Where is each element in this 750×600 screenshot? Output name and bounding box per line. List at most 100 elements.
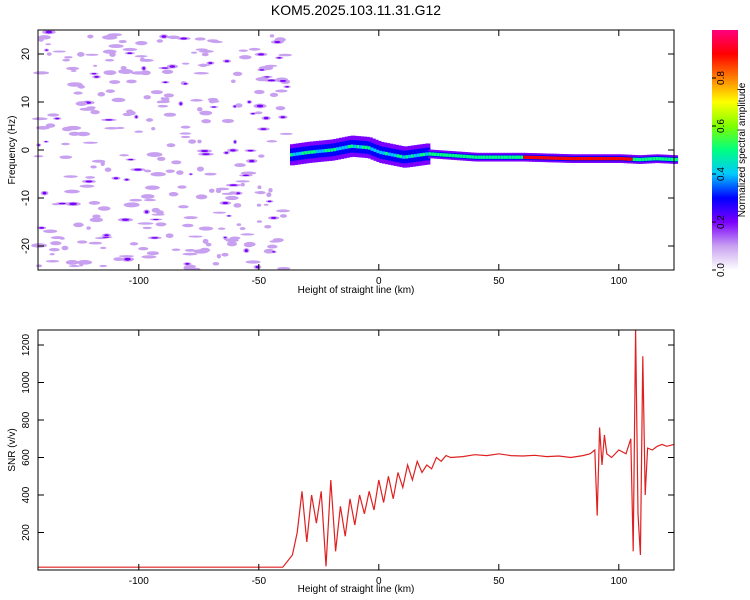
heatmap-cell <box>193 249 209 254</box>
ridge-core <box>416 153 422 157</box>
ridge-core <box>347 144 353 149</box>
heatmap-cell <box>217 227 226 230</box>
ridge-core <box>402 155 408 159</box>
heatmap-cell <box>43 229 58 234</box>
ridge-core <box>650 157 655 161</box>
heatmap-cell <box>60 156 72 159</box>
heatmap-cell <box>82 141 98 144</box>
x-tick-label: 0 <box>376 576 382 587</box>
y-tick-label: 600 <box>21 449 32 466</box>
heatmap-cell-core <box>39 226 45 229</box>
heatmap-cell-core <box>161 67 168 69</box>
ridge-band <box>290 135 679 168</box>
ridge-core <box>364 145 370 150</box>
ridge-core <box>664 157 670 161</box>
heatmap-cell <box>258 154 265 158</box>
heatmap-cell <box>181 62 190 65</box>
heatmap-cell-core <box>272 251 276 253</box>
spectrogram-ylabel: Frequency (Hz) <box>7 116 18 185</box>
ridge-core <box>578 156 583 161</box>
colorbar-tick-label: 0.6 <box>716 119 727 133</box>
heatmap-cell <box>65 125 82 131</box>
heatmap-cell <box>267 244 278 249</box>
ridge-core <box>609 156 615 161</box>
heatmap-cell <box>61 142 70 146</box>
ridge-core <box>526 155 532 159</box>
ridge-core <box>304 151 310 155</box>
ridge-core <box>445 153 451 157</box>
heatmap-cell <box>266 140 278 143</box>
heatmap-cell <box>113 257 124 262</box>
heatmap-cell <box>123 202 140 208</box>
heatmap-cell <box>254 89 265 95</box>
ridge-core <box>480 155 486 159</box>
heatmap-cell <box>104 167 112 172</box>
heatmap-cell <box>176 170 184 175</box>
heatmap-cell <box>104 127 119 130</box>
ridge-core <box>488 155 494 159</box>
y-tick-label: 0 <box>20 147 32 153</box>
ridge-core <box>431 152 437 156</box>
ridge-core <box>399 154 405 159</box>
ridge-core <box>327 148 333 153</box>
ridge-core <box>569 156 575 161</box>
heatmap-cell <box>195 194 208 200</box>
heatmap-cell <box>63 175 78 178</box>
ridge-core <box>601 156 607 161</box>
ridge-core <box>290 153 295 157</box>
heatmap-cell <box>118 68 133 74</box>
y-tick-label: 20 <box>20 48 32 60</box>
heatmap-cell <box>201 52 209 57</box>
heatmap-cell-core <box>277 56 282 59</box>
heatmap-cell <box>197 139 202 144</box>
heatmap-cell-core <box>222 201 229 205</box>
ridge-core <box>529 155 535 160</box>
ridge-core <box>298 151 304 156</box>
heatmap-cell-core <box>270 216 277 219</box>
heatmap-cell <box>166 143 176 148</box>
heatmap-cell <box>68 131 81 136</box>
heatmap-cell <box>269 92 279 97</box>
heatmap-cell <box>76 131 91 137</box>
heatmap-cell-core <box>211 106 217 108</box>
heatmap-cell <box>92 214 101 219</box>
ridge-core <box>422 152 428 157</box>
x-tick-label: -100 <box>129 576 149 587</box>
heatmap-cell <box>269 34 275 38</box>
heatmap-cell <box>150 172 166 177</box>
heatmap-cell <box>61 245 69 251</box>
ridge-core <box>387 152 393 156</box>
snr-xlabel: Height of straight line (km) <box>298 584 415 595</box>
heatmap-cell-core <box>58 202 67 205</box>
x-tick-label: 0 <box>376 276 382 287</box>
heatmap-cell <box>255 77 270 82</box>
heatmap-cell-core <box>280 116 286 119</box>
heatmap-cell-core <box>142 66 146 70</box>
ridge-core <box>494 155 500 159</box>
heatmap-cell-core <box>135 115 138 119</box>
x-tick-label: 100 <box>610 276 627 287</box>
heatmap-cell <box>163 93 175 98</box>
heatmap-cell-core <box>224 60 230 63</box>
heatmap-cell-core <box>279 79 287 82</box>
heatmap-cell <box>108 44 124 49</box>
figure-title: KOM5.2025.103.11.31.G12 <box>271 2 441 18</box>
ridge-core <box>560 156 566 161</box>
heatmap-cell-core <box>247 100 251 104</box>
heatmap-cell <box>178 205 189 209</box>
heatmap-cell <box>97 92 106 97</box>
heatmap-cell <box>194 37 206 41</box>
heatmap-cells <box>31 29 293 271</box>
heatmap-cell <box>111 97 126 103</box>
heatmap-cell <box>196 107 203 112</box>
ridge-core <box>321 149 327 153</box>
heatmap-cell <box>240 171 257 175</box>
y-tick-label: 800 <box>21 411 32 428</box>
ridge-core <box>583 156 589 161</box>
ridge-core <box>652 157 658 161</box>
heatmap-cell <box>248 47 261 51</box>
heatmap-cell-core <box>45 30 53 34</box>
ridge-core <box>580 156 586 161</box>
heatmap-cell <box>93 64 98 67</box>
ridge-core <box>356 145 362 149</box>
